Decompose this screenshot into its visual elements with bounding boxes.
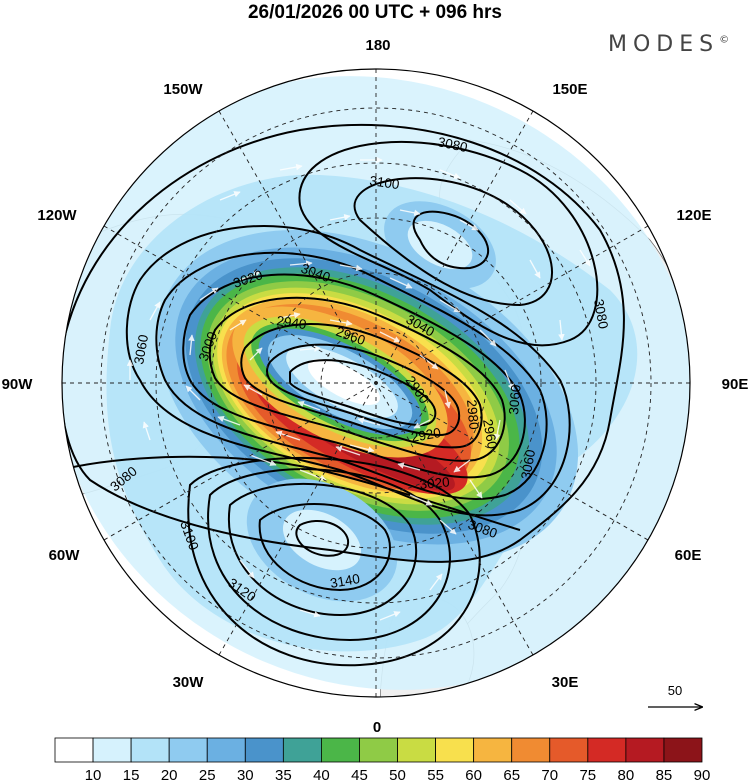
height-contours [62, 123, 625, 667]
colorbar-ticks: 10 15 20 25 30 35 40 45 50 55 60 65 70 75 80 85 90 [85, 767, 711, 782]
wind-reference: 50 [648, 683, 702, 707]
lon-label-30w: 30W [173, 674, 205, 691]
colorbar-box [473, 737, 513, 763]
contour-label: 3100 [369, 173, 401, 192]
brand-logo: MODES© [608, 32, 729, 57]
colorbar-box [206, 737, 246, 763]
colorbar-box [282, 737, 322, 763]
colorbar-box [587, 737, 627, 763]
lon-label-90e: 90E [722, 376, 749, 393]
colorbar-box [92, 737, 132, 763]
colorbar-tick-label: 55 [427, 767, 444, 782]
contour-label: 3060 [518, 448, 538, 480]
contour-label: 3080 [436, 134, 469, 155]
brand-copyright: © [719, 34, 730, 46]
colorbar-tick-label: 20 [161, 767, 178, 782]
colorbar-tick-label: 80 [618, 767, 635, 782]
colorbar-tick-label: 60 [465, 767, 482, 782]
longitude-labels: 180 150E 120E 90E 60E 30E 0 30W 60W 90W … [2, 37, 749, 736]
colorbar-box [511, 737, 551, 763]
contour-label: 3080 [591, 298, 611, 330]
map-title: 26/01/2026 00 UTC + 096 hrs [247, 2, 503, 23]
contour-label: 2940 [276, 313, 308, 332]
colorbar-tick-label: 70 [541, 767, 558, 782]
colorbar-box [435, 737, 475, 763]
colorbar-tick-label: 90 [694, 767, 711, 782]
colorbar-tick-label: 15 [123, 767, 140, 782]
colorbar-box [130, 737, 170, 763]
map-boundary [61, 68, 691, 698]
colorbar-box [397, 737, 436, 763]
colorbar-box [54, 737, 94, 763]
colorbar-box [625, 737, 665, 763]
colorbar-tick-label: 35 [275, 767, 292, 782]
contour-label: 2920 [410, 425, 442, 445]
lon-label-60w: 60W [49, 547, 81, 564]
brand-name: MODES [608, 32, 720, 57]
colorbar-tick-label: 25 [199, 767, 216, 782]
lon-label-0: 0 [373, 719, 381, 736]
colorbar-tick-label: 65 [503, 767, 520, 782]
colorbar-tick-label: 75 [579, 767, 596, 782]
colorbar-box [168, 737, 208, 763]
colorbar-boxes [54, 737, 703, 763]
contour-label: 2980 [464, 399, 482, 430]
contour-label: 3020 [419, 474, 450, 492]
colorbar-tick-label: 10 [85, 767, 102, 782]
lon-label-150e: 150E [552, 81, 587, 98]
lon-label-60e: 60E [675, 547, 702, 564]
colorbar-box [359, 737, 398, 763]
colorbar-box [663, 737, 703, 763]
lon-label-120e: 120E [676, 207, 711, 224]
wind-reference-label: 50 [668, 683, 682, 698]
colorbar-tick-label: 85 [656, 767, 673, 782]
colorbar-box [549, 737, 589, 763]
contour-label: 2960 [480, 418, 500, 450]
colorbar-tick-label: 30 [237, 767, 254, 782]
wind-vectors [126, 156, 591, 621]
colorbar-tick-label: 40 [313, 767, 330, 782]
lon-label-90w: 90W [2, 376, 34, 393]
lon-label-180: 180 [365, 37, 390, 54]
contour-label: 3060 [131, 333, 151, 365]
lon-label-120w: 120W [37, 207, 77, 224]
colorbar-tick-label: 45 [351, 767, 368, 782]
colorbar-box [244, 737, 284, 763]
lon-label-30e: 30E [552, 674, 579, 691]
lon-label-150w: 150W [163, 81, 203, 98]
graticule [62, 69, 690, 697]
contour-label: 3060 [506, 384, 524, 415]
contour-label: 3140 [329, 571, 361, 591]
colorbar-tick-label: 50 [389, 767, 406, 782]
colorbar-box [321, 737, 360, 763]
